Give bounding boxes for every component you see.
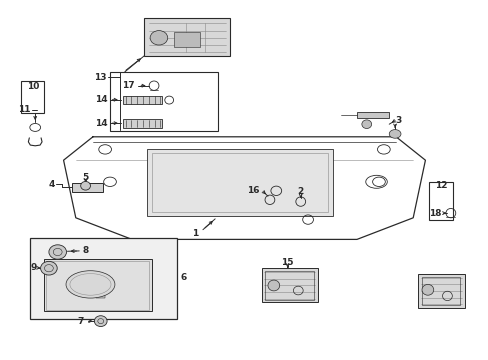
Bar <box>44 259 151 311</box>
Ellipse shape <box>94 316 107 327</box>
Text: 18: 18 <box>428 209 441 217</box>
Bar <box>261 268 317 302</box>
Bar <box>123 96 162 104</box>
Bar <box>46 261 149 310</box>
Text: 8: 8 <box>82 246 88 255</box>
Text: 16: 16 <box>246 186 259 194</box>
Text: 13: 13 <box>94 73 106 82</box>
Text: 11: 11 <box>18 105 30 114</box>
Text: 15: 15 <box>281 258 293 266</box>
Text: 10: 10 <box>27 82 40 91</box>
Text: 3: 3 <box>395 116 401 125</box>
Bar <box>356 112 388 118</box>
Bar <box>72 183 102 192</box>
Bar <box>421 277 459 305</box>
Bar <box>30 238 177 319</box>
Text: 6: 6 <box>180 274 186 282</box>
Ellipse shape <box>49 245 66 259</box>
Text: 14: 14 <box>95 118 107 127</box>
Ellipse shape <box>41 261 57 275</box>
Bar <box>20 81 44 113</box>
Ellipse shape <box>66 271 115 298</box>
Text: 7: 7 <box>77 317 84 325</box>
Ellipse shape <box>388 130 400 138</box>
Bar <box>151 153 327 212</box>
Bar <box>96 295 104 298</box>
Bar <box>417 274 464 308</box>
Bar <box>146 149 332 216</box>
Bar <box>123 119 162 128</box>
Ellipse shape <box>267 280 279 291</box>
Text: 1: 1 <box>192 229 198 238</box>
Text: 9: 9 <box>30 264 37 272</box>
Text: 17: 17 <box>122 81 134 90</box>
Bar <box>144 18 229 56</box>
Bar <box>173 32 200 47</box>
Text: 12: 12 <box>434 181 447 190</box>
Ellipse shape <box>150 31 167 45</box>
Ellipse shape <box>81 181 90 190</box>
Bar <box>428 182 452 220</box>
Text: 4: 4 <box>48 180 55 189</box>
Bar <box>110 72 217 131</box>
Text: 2: 2 <box>297 187 303 196</box>
Text: 14: 14 <box>95 95 107 104</box>
Text: 5: 5 <box>82 173 88 182</box>
Ellipse shape <box>421 284 433 295</box>
Ellipse shape <box>361 120 371 129</box>
Bar <box>264 271 314 300</box>
